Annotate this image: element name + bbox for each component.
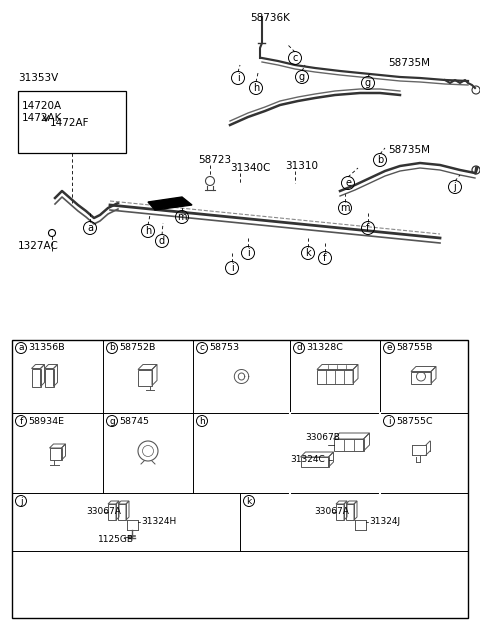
Bar — [336, 504, 344, 520]
Text: f: f — [366, 223, 370, 233]
Text: i: i — [237, 73, 240, 83]
Text: h: h — [199, 417, 205, 426]
Text: a: a — [87, 223, 93, 233]
Text: 31324J: 31324J — [369, 518, 400, 526]
Text: g: g — [299, 72, 305, 82]
Text: i: i — [388, 417, 390, 426]
Text: 58934E: 58934E — [28, 417, 64, 426]
Text: 31340C: 31340C — [230, 163, 270, 173]
Text: j: j — [20, 497, 22, 505]
Text: 31324C: 31324C — [290, 455, 325, 465]
Text: 58755C: 58755C — [396, 417, 433, 426]
Bar — [411, 371, 431, 384]
Bar — [18, 91, 126, 153]
Text: d: d — [159, 236, 165, 246]
Text: m: m — [340, 203, 350, 213]
Text: k: k — [305, 248, 311, 258]
Text: e: e — [386, 343, 392, 353]
Text: 31353V: 31353V — [18, 73, 58, 83]
Text: 58745: 58745 — [120, 417, 149, 426]
Bar — [49, 448, 61, 460]
Text: 14720A: 14720A — [22, 101, 62, 111]
Bar — [317, 369, 353, 384]
Text: a: a — [18, 343, 24, 353]
Text: 1472AK: 1472AK — [22, 113, 62, 123]
Text: 1327AC: 1327AC — [18, 241, 59, 251]
Text: c: c — [200, 343, 204, 353]
Bar — [300, 457, 328, 467]
Text: 33067B: 33067B — [305, 434, 340, 442]
Bar — [12, 340, 468, 618]
Text: 58755B: 58755B — [396, 343, 433, 353]
Text: 58735M: 58735M — [388, 145, 430, 155]
Text: c: c — [292, 53, 298, 63]
Bar — [32, 368, 40, 386]
Text: i: i — [247, 248, 250, 258]
Text: 31310: 31310 — [285, 161, 318, 171]
Text: m: m — [177, 212, 187, 222]
Text: 31328C: 31328C — [307, 343, 343, 353]
Text: g: g — [365, 78, 371, 88]
Text: 58752B: 58752B — [120, 343, 156, 353]
Text: 31324H: 31324H — [141, 518, 176, 526]
Text: b: b — [377, 155, 383, 165]
Bar — [108, 504, 116, 520]
Bar — [346, 504, 354, 520]
Text: 58735M: 58735M — [388, 58, 430, 68]
Text: 1125GB: 1125GB — [98, 536, 134, 545]
Text: e: e — [345, 178, 351, 188]
Text: g: g — [109, 417, 115, 426]
Text: 58753: 58753 — [209, 343, 240, 353]
Text: 58723: 58723 — [198, 155, 231, 165]
Text: b: b — [109, 343, 115, 353]
Text: k: k — [246, 497, 252, 505]
Bar — [334, 439, 363, 451]
Bar — [118, 504, 126, 520]
Text: f: f — [19, 417, 23, 426]
Bar — [45, 368, 53, 386]
Text: 33067A: 33067A — [86, 508, 121, 516]
Text: 1472AF: 1472AF — [50, 118, 89, 128]
Text: 33067A: 33067A — [314, 508, 349, 516]
Polygon shape — [148, 197, 192, 210]
Text: h: h — [253, 83, 259, 93]
Text: d: d — [296, 343, 302, 353]
Text: h: h — [145, 226, 151, 236]
Text: f: f — [324, 253, 327, 263]
Text: 58736K: 58736K — [250, 13, 290, 23]
Text: j: j — [454, 182, 456, 192]
Bar — [138, 369, 152, 386]
Text: 31356B: 31356B — [28, 343, 65, 353]
Text: i: i — [230, 263, 233, 273]
